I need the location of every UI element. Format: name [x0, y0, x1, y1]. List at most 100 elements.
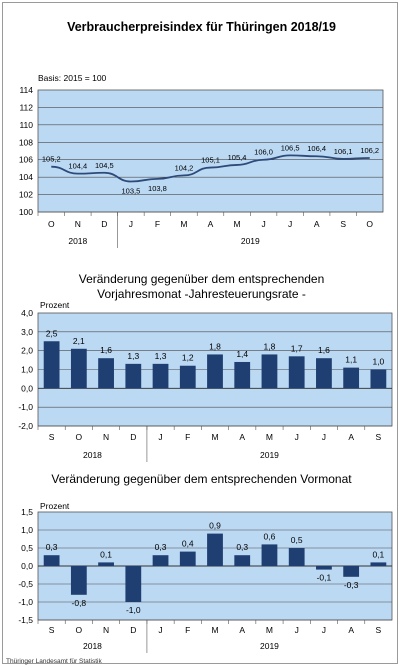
- chart2-xtick-label: S: [376, 432, 382, 442]
- chart3-ytick-label: -1,0: [18, 597, 33, 607]
- chart3-ytick-label: -0,5: [18, 579, 33, 589]
- chart2-ytick-label: 1,0: [21, 365, 33, 375]
- chart3-xtick-label: M: [266, 625, 273, 635]
- chart1-data-label: 106,2: [360, 146, 379, 155]
- chart3-bar: [316, 566, 332, 570]
- chart1-data-label: 103,8: [148, 184, 167, 193]
- chart3-data-label: -0,8: [72, 598, 87, 608]
- chart2-data-label: 1,0: [372, 357, 384, 367]
- chart3-data-label: 0,4: [182, 539, 194, 549]
- chart3-bar: [98, 562, 114, 566]
- chart2-ytick-label: 2,0: [21, 346, 33, 356]
- chart2-bar: [234, 361, 251, 389]
- chart3-xtick-label: J: [322, 625, 326, 635]
- chart1-data-label: 106,4: [307, 144, 326, 153]
- chart3-ytick-label: -1,5: [18, 615, 33, 625]
- chart2-xtick-label: A: [348, 432, 354, 442]
- chart1-xtick-label: M: [180, 219, 187, 229]
- chart2-year-label: 2019: [260, 450, 279, 460]
- chart3-xtick-label: O: [76, 625, 83, 635]
- chart1-xtick-label: J: [261, 219, 265, 229]
- chart2-xtick-label: A: [239, 432, 245, 442]
- chart3-xtick-label: J: [295, 625, 299, 635]
- chart1-xtick-label: O: [366, 219, 373, 229]
- chart3-bar: [207, 533, 223, 566]
- chart2-xtick-label: J: [158, 432, 162, 442]
- chart1-ytick-label: 100: [19, 207, 33, 217]
- chart1-xtick-label: J: [129, 219, 133, 229]
- chart3-data-label: -1,0: [126, 605, 141, 615]
- chart2-data-label: 1,7: [291, 343, 303, 353]
- chart1-data-label: 106,0: [254, 148, 273, 157]
- chart2-data-label: 1,8: [209, 341, 221, 351]
- chart3-title: Veränderung gegenüber dem entsprechenden…: [51, 472, 352, 486]
- chart1-xtick-label: A: [314, 219, 320, 229]
- chart1-ytick-label: 104: [19, 172, 33, 182]
- chart3-ytick-label: 1,5: [21, 507, 33, 517]
- chart1-year-label: 2019: [241, 236, 260, 246]
- chart3-xtick-label: S: [376, 625, 382, 635]
- chart2-xtick-label: O: [76, 432, 83, 442]
- chart2-xtick-label: J: [295, 432, 299, 442]
- chart2-ytick-label: -2,0: [18, 421, 33, 431]
- chart3-bar: [152, 555, 169, 566]
- chart1-xtick-label: A: [208, 219, 214, 229]
- chart1-series-line: [51, 154, 370, 183]
- chart3-data-label: 0,1: [100, 549, 112, 559]
- chart2-bar: [207, 354, 223, 389]
- chart3-xtick-label: F: [185, 625, 190, 635]
- chart3-data-label: 0,5: [291, 535, 303, 545]
- chart1-xtick-label: D: [101, 219, 107, 229]
- chart2-bar: [70, 348, 87, 389]
- chart3-ytick-label: 1,0: [21, 525, 33, 535]
- basis-note: Basis: 2015 = 100: [38, 73, 107, 83]
- chart1-ytick-label: 114: [19, 85, 33, 95]
- chart2-xtick-label: J: [322, 432, 326, 442]
- chart1-ytick-label: 110: [19, 120, 33, 130]
- chart2-ytick-label: 0,0: [21, 383, 33, 393]
- chart1-ytick-label: 112: [19, 102, 33, 112]
- chart1-data-label: 104,2: [175, 163, 194, 172]
- chart1-xtick-label: J: [288, 219, 292, 229]
- chart3-bar: [70, 566, 87, 595]
- chart2-ytick-label: 4,0: [21, 308, 33, 318]
- footer-source: Thüringer Landesamt für Statistik: [6, 658, 102, 665]
- chart2-data-label: 2,1: [73, 336, 85, 346]
- main-title: Verbraucherpreisindex für Thüringen 2018…: [67, 20, 336, 34]
- chart3-xtick-label: D: [130, 625, 136, 635]
- chart3-xtick-label: A: [348, 625, 354, 635]
- chart3-bar: [179, 551, 196, 566]
- chart2-data-label: 1,4: [236, 349, 248, 359]
- chart3-data-label: 0,1: [372, 549, 384, 559]
- chart2-bar: [288, 356, 305, 389]
- chart2-year-label: 2018: [83, 450, 102, 460]
- chart3-data-label: 0,3: [46, 542, 58, 552]
- chart2-bar: [370, 369, 387, 389]
- chart2-bar: [125, 363, 142, 389]
- chart2-xtick-label: F: [185, 432, 190, 442]
- chart2-xtick-label: M: [266, 432, 273, 442]
- chart2-bar: [261, 354, 278, 389]
- chart2-bar: [343, 367, 360, 389]
- chart2-bar: [43, 341, 60, 389]
- chart2-xtick-label: N: [103, 432, 109, 442]
- chart3-data-label: -0,3: [344, 580, 359, 590]
- chart2-bar: [98, 358, 114, 389]
- chart1-data-label: 105,1: [201, 156, 220, 165]
- chart3-ytick-label: 0,5: [21, 543, 33, 553]
- chart2-xtick-label: M: [211, 432, 218, 442]
- chart3-year-label: 2019: [260, 641, 279, 651]
- chart3-data-label: 0,3: [236, 542, 248, 552]
- chart1-data-label: 106,5: [281, 143, 300, 152]
- chart1-xtick-label: O: [48, 219, 55, 229]
- chart1-xtick-label: M: [233, 219, 240, 229]
- chart1-xtick-label: F: [155, 219, 160, 229]
- chart3-xtick-label: N: [103, 625, 109, 635]
- chart3-xtick-label: J: [158, 625, 162, 635]
- chart2-data-label: 1,8: [264, 341, 276, 351]
- chart2-data-label: 1,6: [318, 345, 330, 355]
- chart3-xtick-label: S: [49, 625, 55, 635]
- chart2-title-line1: Veränderung gegenüber dem entsprechenden: [78, 272, 325, 286]
